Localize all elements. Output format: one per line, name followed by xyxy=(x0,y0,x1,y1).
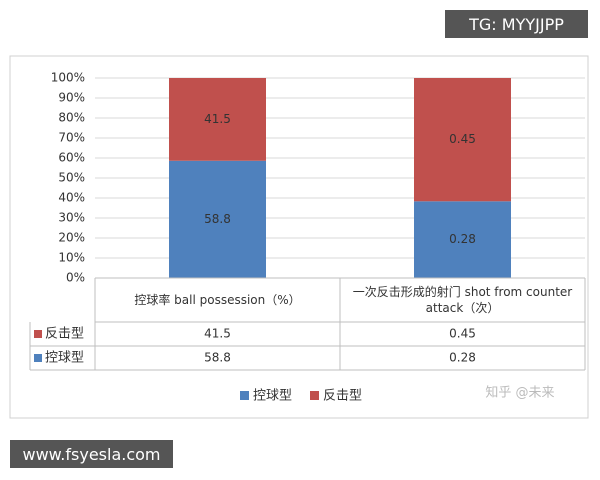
y-tick-label: 50% xyxy=(58,171,85,185)
bar-segment xyxy=(169,160,266,278)
y-tick-label: 70% xyxy=(58,131,85,145)
table-row-label: 反击型 xyxy=(45,327,84,342)
y-tick-label: 40% xyxy=(58,191,85,205)
table-value: 58.8 xyxy=(204,351,231,365)
top-banner: TG: MYYJJPP xyxy=(445,10,588,38)
watermark: 知乎 @未来 xyxy=(485,385,554,401)
bottom-banner: www.fsyesla.com xyxy=(10,440,173,468)
bar-segment xyxy=(414,201,511,278)
bar-segment xyxy=(169,78,266,161)
data-label: 0.45 xyxy=(449,132,476,146)
legend-key xyxy=(240,391,249,400)
data-label: 41.5 xyxy=(204,112,231,126)
table-value: 41.5 xyxy=(204,327,231,341)
legend-key xyxy=(34,330,42,338)
category-cell: 一次反击形成的射门 shot from counter attack（次） xyxy=(352,285,573,315)
banner-text: TG: MYYJJPP xyxy=(469,14,564,34)
table-value: 0.28 xyxy=(449,351,476,365)
y-tick-label: 10% xyxy=(58,251,85,265)
x-tick-label: 一次反击形成的射门 shot from counter attack（次） xyxy=(352,285,573,315)
legend-label: 反击型 xyxy=(323,389,362,404)
data-label: 58.8 xyxy=(204,212,231,226)
legend-key xyxy=(310,391,319,400)
category-cell: 控球率 ball possession（%） xyxy=(134,293,301,307)
y-tick-label: 30% xyxy=(58,211,85,225)
y-tick-label: 0% xyxy=(66,271,85,285)
y-tick-label: 60% xyxy=(58,151,85,165)
table-value: 0.45 xyxy=(449,327,476,341)
data-label: 0.28 xyxy=(449,232,476,246)
legend-label: 控球型 xyxy=(253,389,292,404)
y-tick-label: 80% xyxy=(58,111,85,125)
bar-segment xyxy=(414,78,511,202)
banner-text: www.fsyesla.com xyxy=(22,444,161,464)
table-row-label: 控球型 xyxy=(45,351,84,366)
y-tick-label: 100% xyxy=(51,71,85,85)
y-tick-label: 20% xyxy=(58,231,85,245)
y-tick-label: 90% xyxy=(58,91,85,105)
x-tick-label: 控球率 ball possession（%） xyxy=(134,293,301,307)
legend-key xyxy=(34,354,42,362)
